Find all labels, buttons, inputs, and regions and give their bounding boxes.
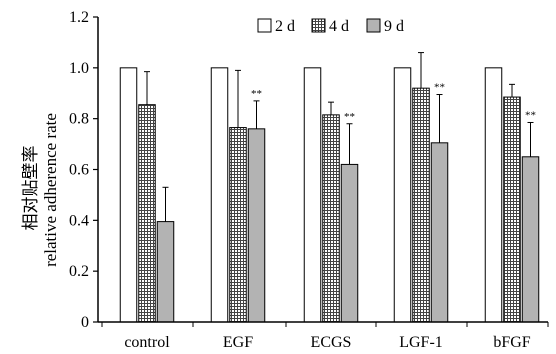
bar-bFGF-9d [521, 156, 540, 323]
legend-label: 4 d [329, 18, 349, 35]
bar-control-4d [138, 104, 156, 323]
legend-swatch-2d [257, 18, 272, 33]
bar-control-9d [156, 221, 175, 323]
x-tick-label: control [124, 334, 170, 351]
legend-swatch-9d [366, 18, 381, 33]
significance-annotation: ** [434, 82, 445, 94]
y-tick-label: 0 [81, 314, 89, 331]
x-tick-label: EGF [223, 334, 253, 351]
bar-ECGS-2d [303, 67, 322, 323]
significance-annotation: ** [251, 88, 262, 100]
y-tick-label: 0.4 [69, 212, 89, 229]
bar-bFGF-2d [484, 67, 503, 323]
bar-EGF-2d [210, 67, 229, 323]
bar-EGF-9d [247, 128, 266, 323]
legend-label: 2 d [275, 18, 295, 35]
bar-EGF-4d [229, 127, 247, 323]
bar-control-2d [119, 67, 138, 323]
y-tick-label: 1.0 [69, 60, 89, 77]
significance-annotation: ** [525, 109, 536, 121]
bar-LGF-1-9d [430, 142, 449, 323]
bar-LGF-1-4d [412, 87, 430, 323]
significance-annotation: ** [344, 111, 355, 123]
x-tick-label: LGF-1 [399, 334, 443, 351]
y-tick-label: 1.2 [69, 9, 89, 26]
y-axis-label-chinese: 相对贴壁率 [21, 146, 40, 231]
bar-ECGS-4d [322, 114, 340, 323]
legend-swatch-4d [311, 18, 326, 33]
bar-bFGF-4d [503, 96, 521, 323]
x-tick-label: bFGF [493, 334, 530, 351]
y-tick-label: 0.6 [69, 162, 89, 179]
bar-LGF-1-2d [393, 67, 412, 323]
y-tick-label: 0.8 [69, 111, 89, 128]
legend-label: 9 d [384, 18, 404, 35]
y-tick-label: 0.2 [69, 263, 89, 280]
y-axis-label: relative adherence rate [41, 113, 60, 267]
x-tick-label: ECGS [311, 334, 352, 351]
bar-ECGS-9d [340, 163, 359, 323]
